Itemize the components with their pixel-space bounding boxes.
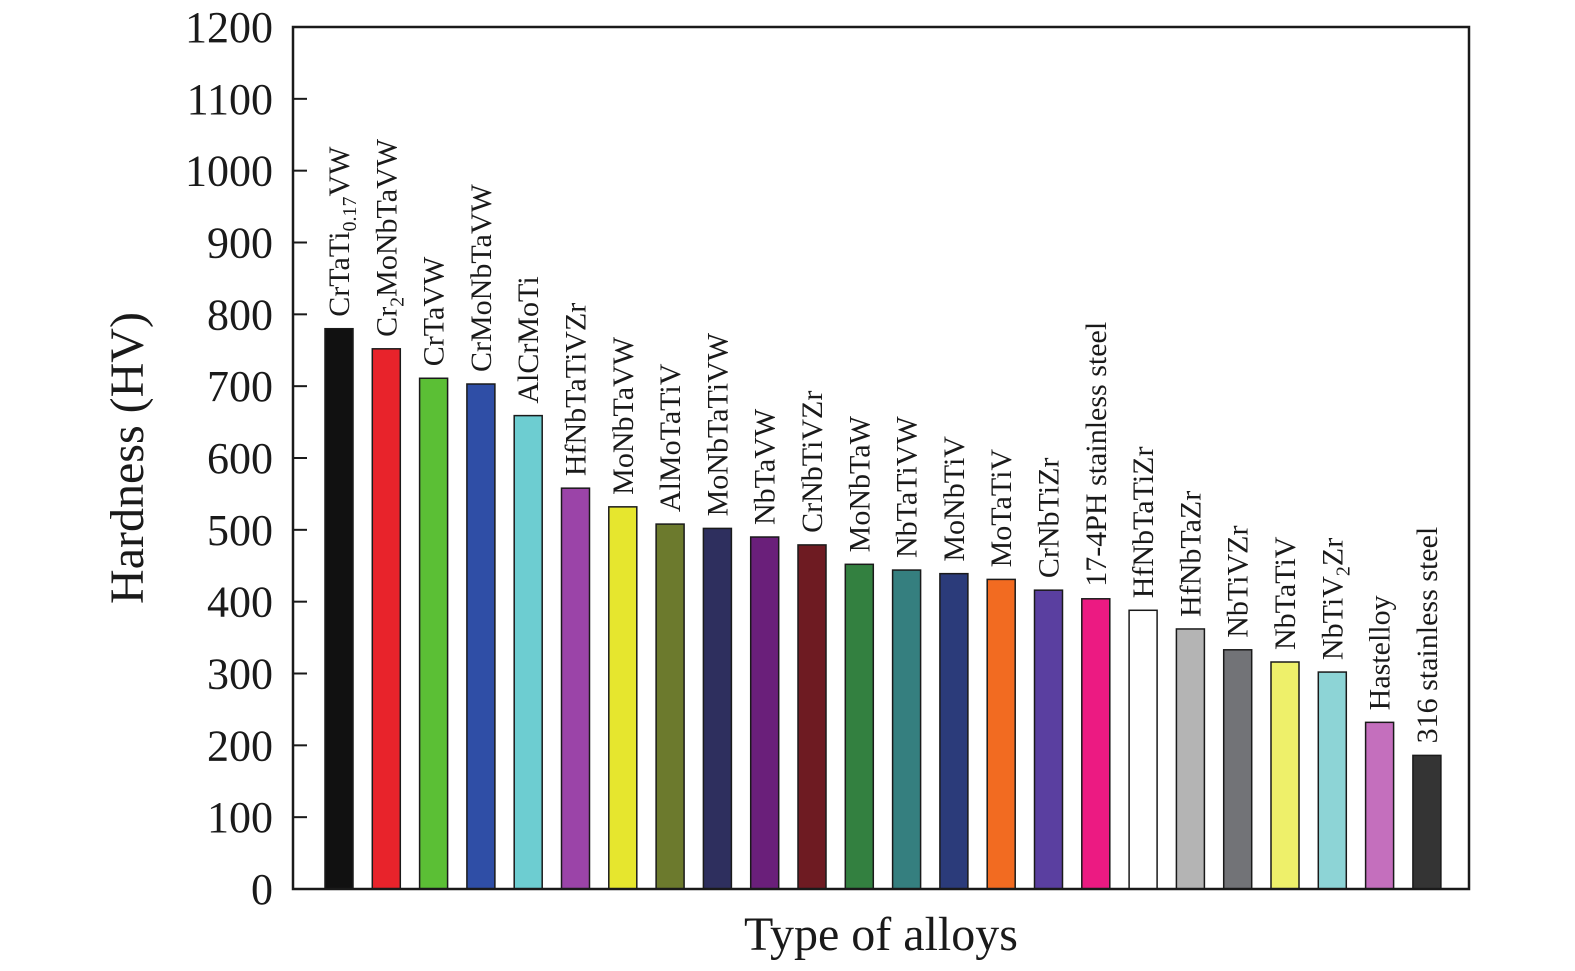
bar-label: NbTiVZr <box>1222 526 1255 638</box>
y-tick-label: 300 <box>207 650 273 699</box>
y-tick-label: 600 <box>207 434 273 483</box>
bar-label-part: CrTaTi <box>323 232 356 317</box>
bar-label: HfNbTaZr <box>1174 491 1207 617</box>
bar <box>797 544 827 890</box>
y-tick-label: 100 <box>207 793 273 842</box>
bar <box>560 487 591 890</box>
bar-label: CrMoNbTaVW <box>465 183 498 372</box>
bar <box>324 327 354 890</box>
bar-label: MoTaTiV <box>985 449 1018 568</box>
bar-label-part: NbTiV <box>1316 576 1349 660</box>
bar <box>702 527 733 890</box>
bar <box>1222 649 1253 890</box>
y-tick-label: 700 <box>207 362 273 411</box>
bar <box>939 572 969 890</box>
bar <box>891 569 922 890</box>
bar <box>986 578 1016 890</box>
bar <box>1317 671 1348 890</box>
bar-label: CrTaVW <box>418 256 451 366</box>
y-tick-label: 500 <box>207 506 273 555</box>
bar-label: AlCrMoTi <box>512 276 545 403</box>
bar <box>1270 661 1300 890</box>
bar-label-subscript: 2 <box>1332 566 1354 576</box>
bar-label: NbTaTiVW <box>891 416 924 558</box>
bar-label: MoNbTaVW <box>607 336 640 495</box>
bar-label: MoNbTaW <box>843 415 876 552</box>
bar-label-part: MoNbTaVW <box>370 138 403 297</box>
bar <box>1033 589 1064 890</box>
bar-label: NbTaVW <box>749 408 782 525</box>
bar <box>749 536 780 890</box>
bar-label: CrTaTi0.17VW <box>323 146 361 317</box>
y-tick-label: 400 <box>207 578 273 627</box>
y-axis-title: Hardness (HV) <box>101 312 154 604</box>
bar-label: CrNbTiVZr <box>796 391 829 533</box>
bar <box>1364 721 1395 890</box>
bar-label-part: Zr <box>1316 538 1349 566</box>
y-tick-label: 800 <box>207 290 273 339</box>
bars-group <box>324 327 1442 890</box>
bar-label-part: Cr <box>370 307 403 337</box>
plot-frame <box>291 25 1471 891</box>
bar-label: HfNbTaTiVZr <box>560 303 593 476</box>
bar-label-subscript: 0.17 <box>339 197 361 232</box>
bar-label-subscript: 2 <box>386 297 408 307</box>
bar <box>371 348 402 890</box>
bar <box>1412 754 1442 890</box>
bar-label: 316 stainless steel <box>1411 527 1444 744</box>
bar-label: Hastelloy <box>1364 595 1397 710</box>
bar-label: CrNbTiZr <box>1033 458 1066 579</box>
bar-label: AlMoTaTiV <box>654 363 687 512</box>
y-tick-label: 900 <box>207 219 273 268</box>
bar-label: NbTiV2Zr <box>1316 538 1354 660</box>
bar-label: HfNbTaTiZr <box>1127 446 1160 598</box>
y-axis-ticks: 0 100 200 300 400 500 600 700 800 900 1000 1100 1200 <box>185 3 307 914</box>
y-tick-label: 1100 <box>187 75 273 124</box>
bar <box>418 377 449 890</box>
bar-label: 17-4PH stainless steel <box>1080 322 1113 587</box>
y-tick-label: 200 <box>207 721 273 770</box>
bar <box>466 383 496 890</box>
bar <box>513 414 543 890</box>
bar-label-part: VW <box>323 146 356 197</box>
y-tick-label: 1200 <box>185 3 273 52</box>
bar-label: MoNbTaTiVW <box>701 332 734 516</box>
y-tick-label: 1000 <box>185 147 273 196</box>
bar <box>608 506 638 890</box>
y-tick-label: 0 <box>251 865 273 914</box>
bar-label: Cr2MoNbTaVW <box>370 138 408 337</box>
bar <box>1128 609 1158 890</box>
bar <box>844 563 875 890</box>
bar-label: NbTaTiV <box>1269 536 1302 650</box>
x-axis-title: Type of alloys <box>744 908 1018 961</box>
bar <box>1175 628 1206 890</box>
bar <box>655 523 685 890</box>
bar <box>1081 598 1111 890</box>
bar-label: MoNbTiV <box>938 436 971 562</box>
